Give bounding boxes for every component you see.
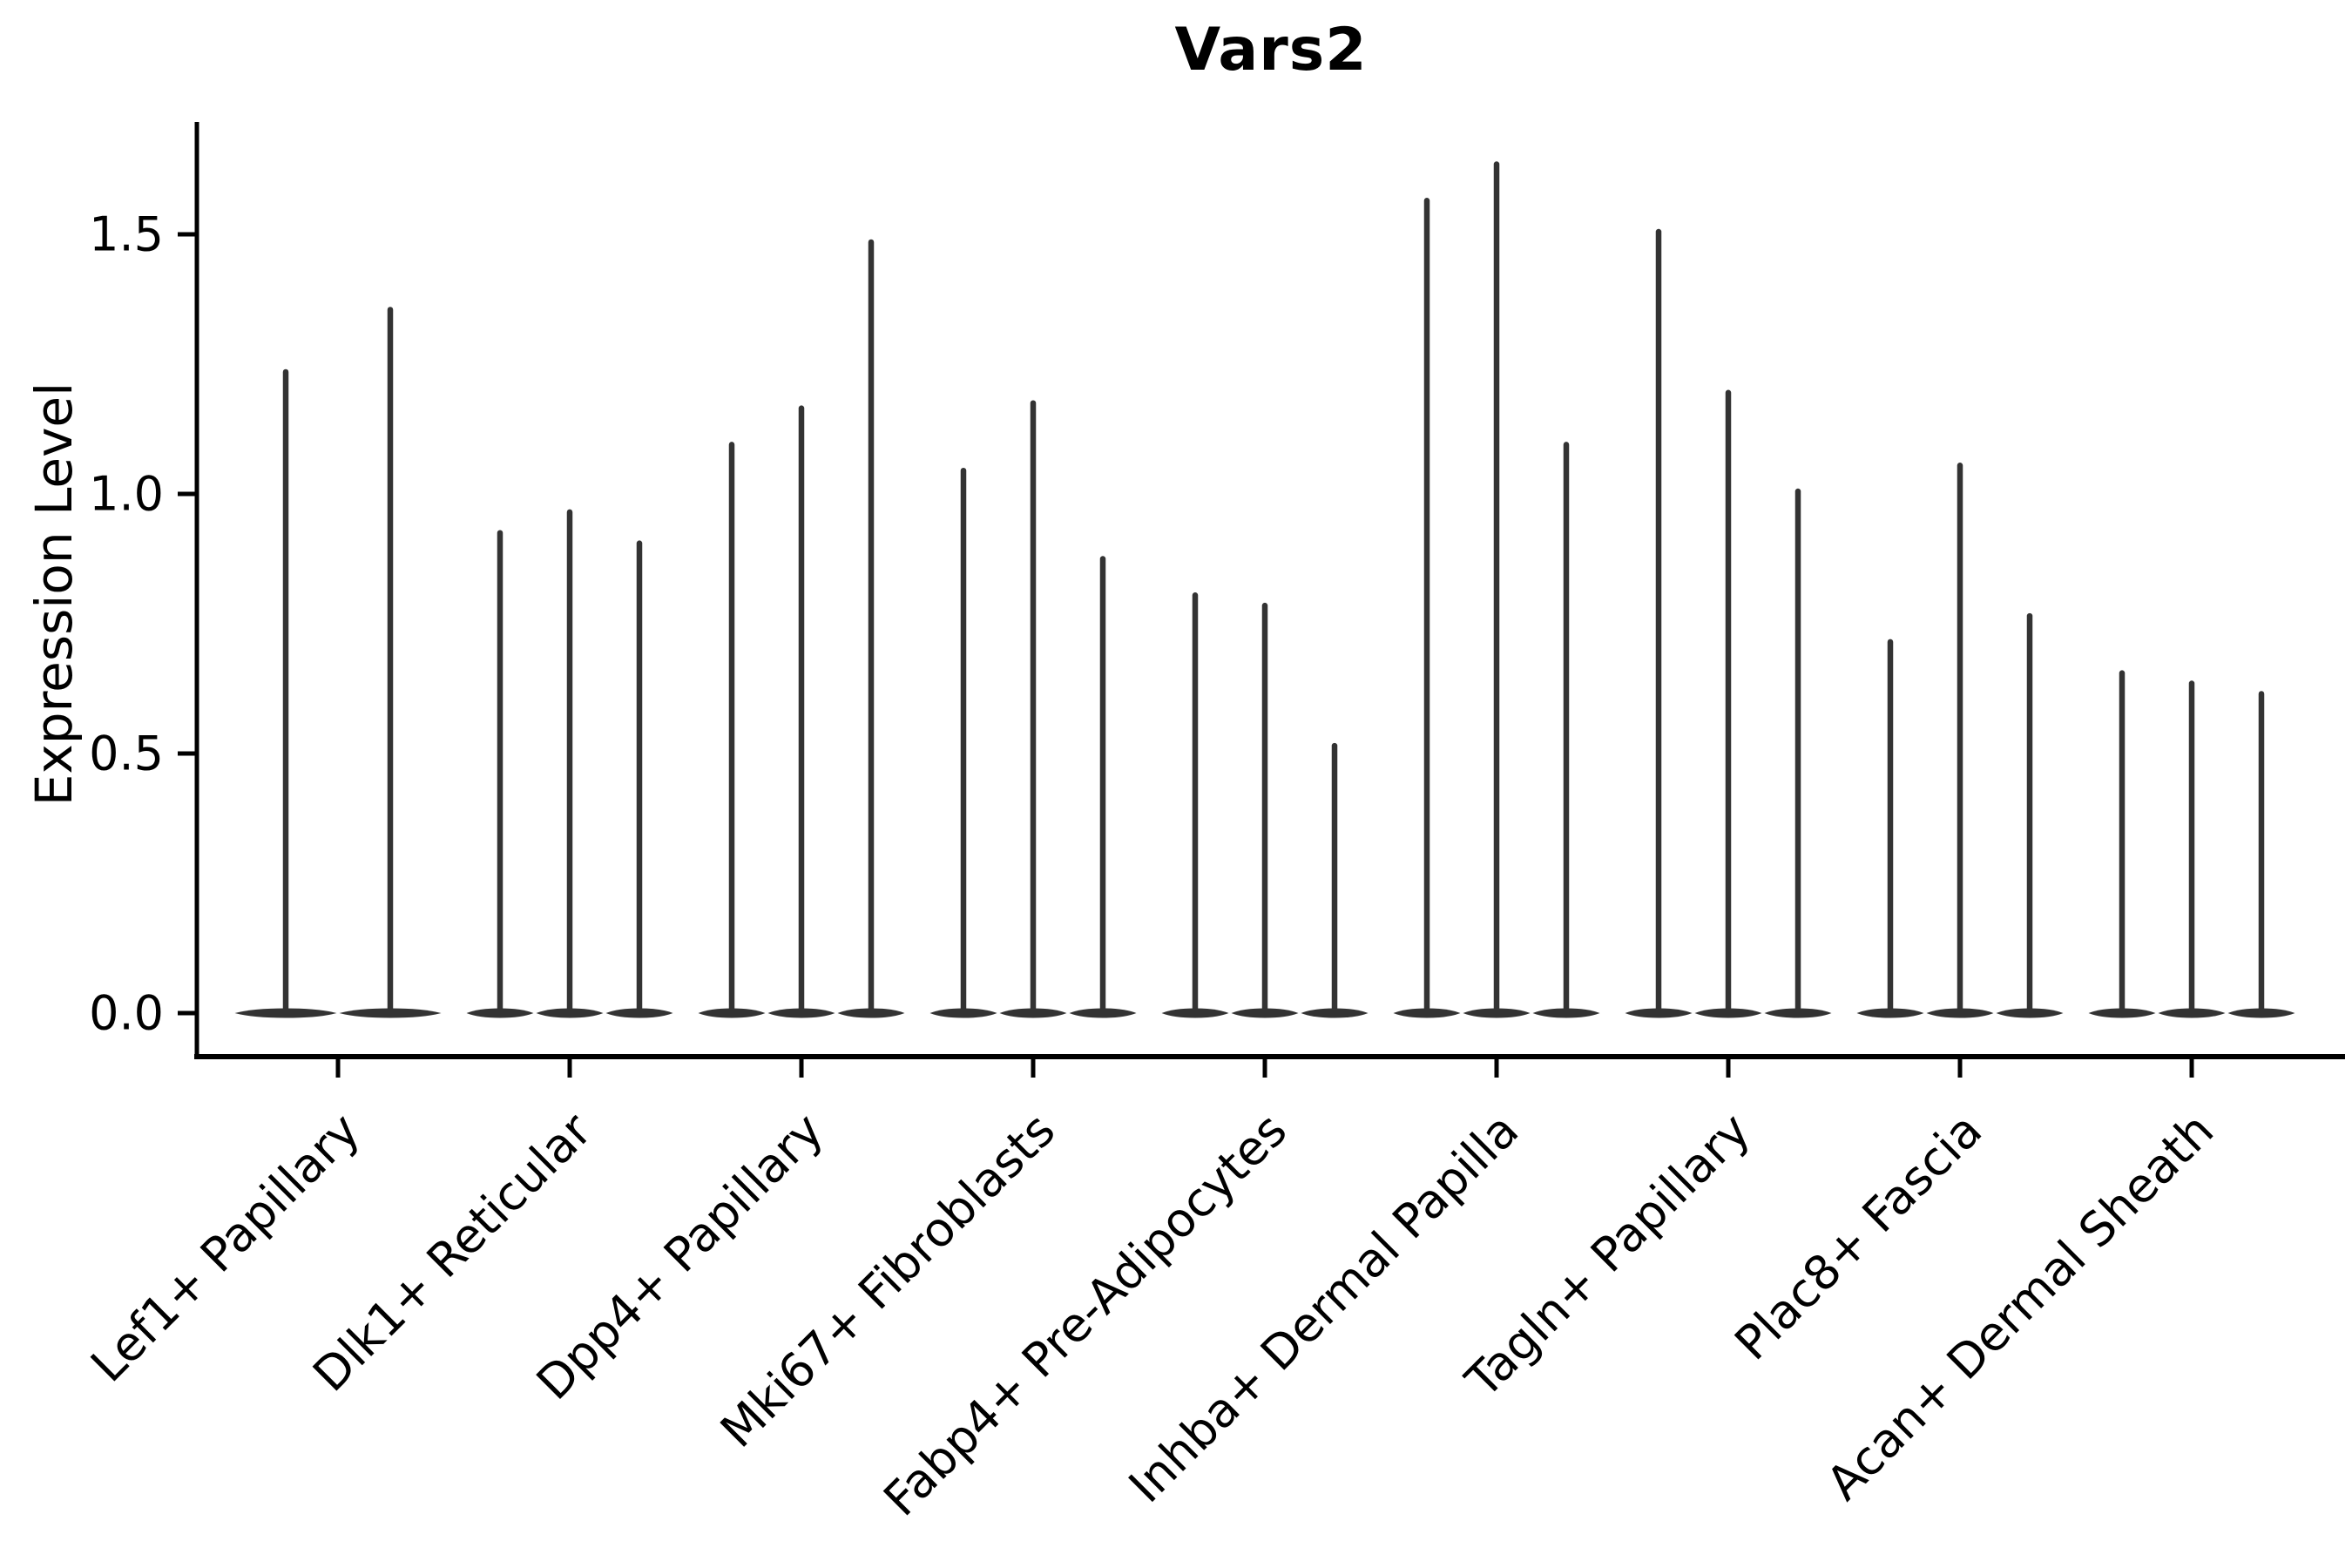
violin-base [767,1008,835,1018]
violin-base [1694,1008,1762,1018]
violin-base [837,1008,905,1018]
violin-base [1764,1008,1832,1018]
violin-base [1231,1008,1299,1018]
x-tick-label: Inhba+ Dermal Papilla [1119,1103,1529,1513]
x-tick-label: Plac8+ Fascia [1724,1103,1992,1371]
violin-base [339,1008,442,1018]
violin-base [1625,1008,1693,1018]
y-tick-label: 0.5 [89,727,164,781]
y-tick-label: 1.0 [89,467,164,522]
x-tick-label: Fabp4+ Pre-Adipocytes [873,1103,1297,1527]
violin-base [1393,1008,1461,1018]
violin-base [1301,1008,1369,1018]
violin-base [1926,1008,1994,1018]
chart-title: Vars2 [1174,16,1368,84]
violin-base [2227,1008,2295,1018]
violin-base [605,1008,673,1018]
violin-base [536,1008,604,1018]
violin-base [2088,1008,2156,1018]
violin-base [466,1008,534,1018]
violin-base [1161,1008,1229,1018]
violin-base [1996,1008,2064,1018]
violin-base [1069,1008,1137,1018]
violin-base [929,1008,997,1018]
violin-base [1856,1008,1924,1018]
violin-base [1463,1008,1531,1018]
y-tick-label: 0.0 [89,986,164,1041]
y-tick-label: 1.5 [89,207,164,262]
violin-base [2158,1008,2226,1018]
x-tick-label: Acan+ Dermal Sheath [1816,1103,2224,1511]
violin-base [1532,1008,1600,1018]
violin-base [698,1008,766,1018]
violin-base [234,1008,337,1018]
violin-base [999,1008,1067,1018]
